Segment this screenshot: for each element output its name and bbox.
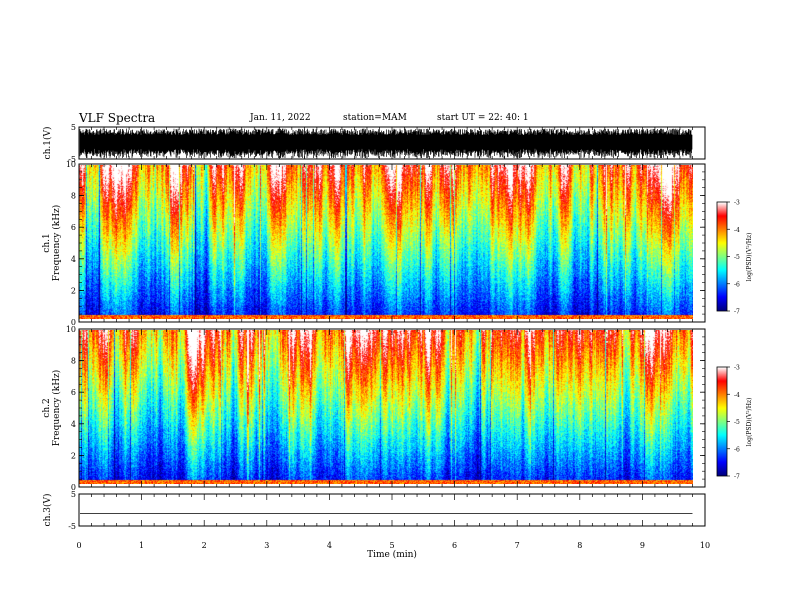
ytick-label: 5 xyxy=(71,490,76,499)
xtick-label: 2 xyxy=(202,541,207,550)
ch1-colorbar-frame xyxy=(716,201,728,312)
ytick-label: 0 xyxy=(71,483,76,492)
ytick-label: 2 xyxy=(71,451,76,460)
ytick-label: 5 xyxy=(71,123,76,132)
ch2-colorbar-frame xyxy=(716,366,728,477)
xtick-label: 4 xyxy=(327,541,332,550)
ytick-label: -5 xyxy=(68,155,76,164)
ch2-freq-ylabel-line2: Frequency (kHz) xyxy=(51,370,62,447)
ch2-colorbar-ticks: -3 -4 -5 -6 -7 xyxy=(727,365,740,481)
xtick-label: 10 xyxy=(700,541,710,550)
ch2-freq-ylabel-line1: ch.2 xyxy=(42,398,52,417)
figure-title: VLF Spectra xyxy=(79,111,156,125)
xtick-label: 7 xyxy=(515,541,520,550)
ch2-spectrum-frame xyxy=(78,328,706,488)
date-label: Jan. 11, 2022 xyxy=(250,113,311,123)
colorbar-tick-label: -6 xyxy=(734,281,740,288)
colorbar-tick-label: -5 xyxy=(734,419,740,426)
colorbar-tick-label: -7 xyxy=(734,474,740,481)
start-time-label: start UT = 22: 40: 1 xyxy=(437,113,529,123)
colorbar-tick-label: -5 xyxy=(734,254,740,261)
ch1-spectrogram xyxy=(79,165,693,319)
colorbar-tick-label: -7 xyxy=(734,309,740,316)
ytick-label: 4 xyxy=(71,420,76,429)
ch1-freq-yticks: 0 2 4 6 8 10 xyxy=(66,160,705,327)
ytick-label: 4 xyxy=(71,255,76,264)
ytick-label: 10 xyxy=(66,325,76,334)
ch2-freq-yticks: 0 2 4 6 8 10 xyxy=(66,325,705,492)
time-xlabel: Time (min) xyxy=(367,549,417,560)
ch1-yticks: 5 -5 xyxy=(68,123,705,164)
colorbar-tick-label: -3 xyxy=(734,365,740,372)
ytick-label: 8 xyxy=(71,357,76,366)
ch1-colorbar-label: log(PSD)(V²/Hz) xyxy=(746,233,753,282)
ch1-colorbar xyxy=(717,202,727,311)
colorbar-tick-label: -3 xyxy=(734,200,740,207)
xtick-label: 5 xyxy=(389,541,394,550)
ch2-colorbar-label: log(PSD)(V²/Hz) xyxy=(746,398,753,447)
colorbar-tick-label: -6 xyxy=(734,446,740,453)
xtick-label: 1 xyxy=(139,541,144,550)
ch1-spectrum-frame xyxy=(78,163,706,323)
ytick-label: 6 xyxy=(71,388,76,397)
time-xtick-labels: 0 1 2 3 4 5 6 7 8 9 10 xyxy=(76,541,710,550)
ch2-spectrogram xyxy=(79,330,693,484)
ytick-label: 10 xyxy=(66,160,76,169)
ch1-freq-ylabel-line1: ch.1 xyxy=(42,233,52,252)
xtick-label: 3 xyxy=(264,541,269,550)
ch3-yticks: 5 -5 xyxy=(68,490,705,531)
station-label: station=MAM xyxy=(343,113,407,123)
ytick-label: 8 xyxy=(71,192,76,201)
xtick-label: 8 xyxy=(577,541,582,550)
ytick-label: -5 xyxy=(68,522,76,531)
xtick-label: 6 xyxy=(452,541,457,550)
ytick-label: 0 xyxy=(71,318,76,327)
time-xticks xyxy=(78,127,706,526)
xtick-label: 9 xyxy=(640,541,645,550)
xtick-label: 0 xyxy=(76,541,81,550)
ytick-label: 6 xyxy=(71,223,76,232)
ch2-colorbar xyxy=(717,367,727,476)
ch1-waveform xyxy=(79,128,693,158)
ch1-colorbar-ticks: -3 -4 -5 -6 -7 xyxy=(727,200,740,316)
ytick-label: 2 xyxy=(71,286,76,295)
ch3-ylabel: ch.3(V) xyxy=(42,494,53,527)
ch1-ylabel: ch.1(V) xyxy=(42,127,53,160)
ch1-freq-ylabel-line2: Frequency (kHz) xyxy=(51,205,62,282)
colorbar-tick-label: -4 xyxy=(734,227,740,234)
colorbar-tick-label: -4 xyxy=(734,392,740,399)
